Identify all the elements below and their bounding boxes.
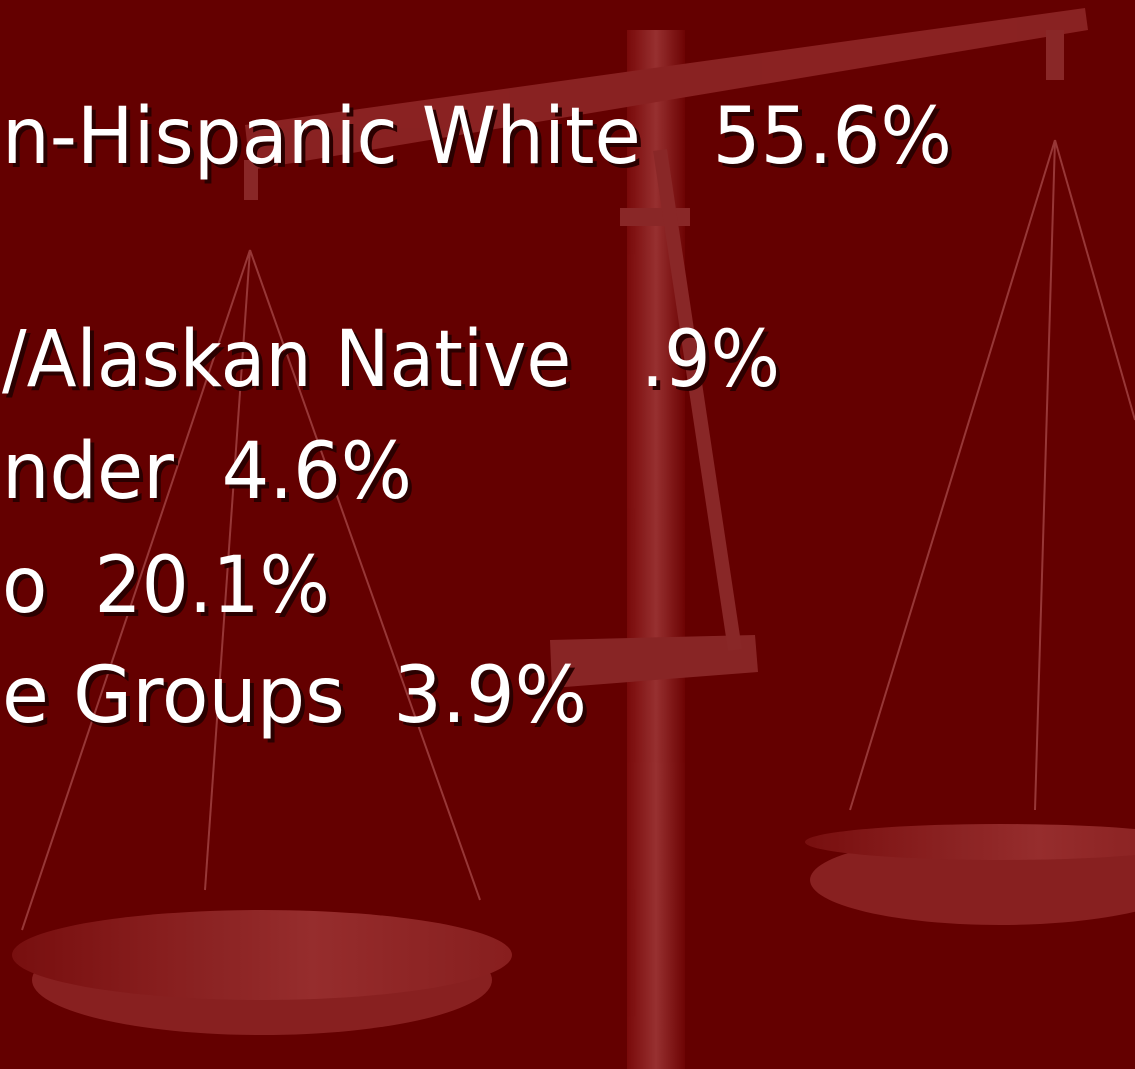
- bullet-line: nder 4.6%: [2, 427, 412, 517]
- bullet-line: /Alaskan Native .9%: [2, 315, 780, 405]
- bullet-line: e Groups 3.9%: [2, 651, 587, 741]
- right-hook: [1046, 30, 1064, 80]
- bullet-line: o 20.1%: [2, 541, 330, 631]
- slide: n-Hispanic White 55.6%n-Hispanic White 5…: [0, 0, 1135, 1069]
- bullet-line: n-Hispanic White 55.6%: [2, 92, 952, 182]
- left-pan-rim: [12, 910, 512, 1000]
- collar: [620, 208, 690, 226]
